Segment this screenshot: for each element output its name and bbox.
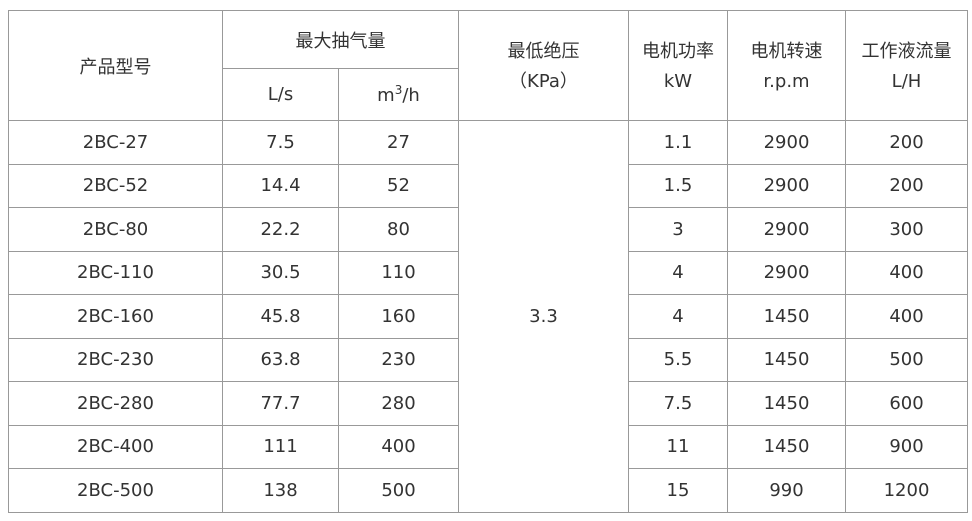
cell: 138 (222, 468, 339, 513)
cell: 1450 (727, 294, 846, 339)
cell: 1.1 (628, 120, 728, 165)
header-cell: 电机功率 kW (628, 10, 728, 121)
cell: 1200 (845, 468, 968, 513)
data-row: 2BC-400 111 400 11 1450 900 (8, 424, 968, 469)
cell: 230 (338, 337, 459, 382)
cell: 5.5 (628, 337, 728, 382)
cell: 400 (845, 294, 968, 339)
header-line: （KPa） (509, 71, 578, 92)
header-cell: L/s (222, 68, 339, 121)
cell: 500 (338, 468, 459, 513)
cell: 160 (338, 294, 459, 339)
cell: 600 (845, 381, 968, 426)
header-cell: m3/h (338, 68, 459, 121)
unit-text: /h (402, 85, 420, 106)
header-line: 电机转速 (750, 41, 823, 62)
cell: 2900 (727, 207, 846, 252)
cell: 7.5 (222, 120, 339, 165)
cell: 1.5 (628, 163, 728, 208)
cell: 300 (845, 207, 968, 252)
cell: 63.8 (222, 337, 339, 382)
cell: 1450 (727, 337, 846, 382)
cell: 1450 (727, 381, 846, 426)
cell: 2BC-110 (8, 250, 223, 295)
cell: 2BC-160 (8, 294, 223, 339)
cell: 22.2 (222, 207, 339, 252)
cell: 500 (845, 337, 968, 382)
cell: 400 (338, 424, 459, 469)
spec-table: 产品型号 最大抽气量最低绝压 （KPa） 电机功率 kW 电机转速 r.p.m 工作液流量 L/… (8, 10, 968, 513)
cell: 27 (338, 120, 459, 165)
cell: 14.4 (222, 163, 339, 208)
header-line: 电机功率 (642, 41, 714, 62)
cell: 2BC-500 (8, 468, 223, 513)
unit-text: m (377, 85, 395, 106)
cell: 3.3 (458, 120, 629, 513)
cell: 2BC-280 (8, 381, 223, 426)
header-line: 工作液流量 (861, 41, 952, 62)
cell: 110 (338, 250, 459, 295)
header-row: L/s m3/h (9, 68, 968, 121)
header-cell: 最低绝压 （KPa） (458, 10, 629, 121)
data-row: 2BC-27 7.5 27 3.3 1.1 2900 200 (8, 120, 968, 513)
cell: 2BC-52 (8, 163, 223, 208)
cell: 200 (845, 120, 968, 165)
cell: 990 (727, 468, 846, 513)
cell: 200 (845, 163, 968, 208)
cell: 77.7 (222, 381, 339, 426)
header-line: kW (663, 71, 693, 92)
data-row: 2BC-230 63.8 230 5.5 1450 500 (8, 337, 968, 382)
header-row: 产品型号 最大抽气量最低绝压 （KPa） 电机功率 kW 电机转速 r.p.m 工作液流量 L/… (8, 10, 968, 121)
header-line: L/H (891, 71, 922, 92)
cell: 52 (338, 163, 459, 208)
cell: 1450 (727, 424, 846, 469)
cell: 4 (628, 294, 728, 339)
cell: 400 (845, 250, 968, 295)
cell: 2900 (727, 120, 846, 165)
cell: 80 (338, 207, 459, 252)
data-row: 2BC-160 45.8 160 4 1450 400 (8, 294, 968, 339)
header-line: 最低绝压 (507, 41, 580, 62)
cell: 11 (628, 424, 728, 469)
cell: 900 (845, 424, 968, 469)
cell: 2BC-80 (8, 207, 223, 252)
cell: 15 (628, 468, 728, 513)
cell: 280 (338, 381, 459, 426)
cell: 4 (628, 250, 728, 295)
cell: 3 (628, 207, 728, 252)
header-cell: 工作液流量 L/H (845, 10, 968, 121)
cell: 2BC-400 (8, 424, 223, 469)
cell: 7.5 (628, 381, 728, 426)
cell: 45.8 (222, 294, 339, 339)
header-line: r.p.m (763, 71, 810, 92)
cell: 111 (222, 424, 339, 469)
cell: 30.5 (222, 250, 339, 295)
cell: 2BC-27 (8, 120, 223, 165)
cell: 2900 (727, 163, 846, 208)
cell: 2900 (727, 250, 846, 295)
data-row: 2BC-80 22.2 80 3 2900 300 (8, 207, 968, 252)
header-cell: 电机转速 r.p.m (727, 10, 846, 121)
header-cell: 产品型号 (8, 10, 223, 121)
data-row: 2BC-110 30.5 110 4 2900 400 (8, 250, 968, 295)
data-row: 2BC-500 138 500 15 990 1200 (8, 468, 968, 513)
header-cell: 最大抽气量 (222, 10, 459, 69)
cell: 2BC-230 (8, 337, 223, 382)
unit-sup: 3 (394, 83, 403, 97)
